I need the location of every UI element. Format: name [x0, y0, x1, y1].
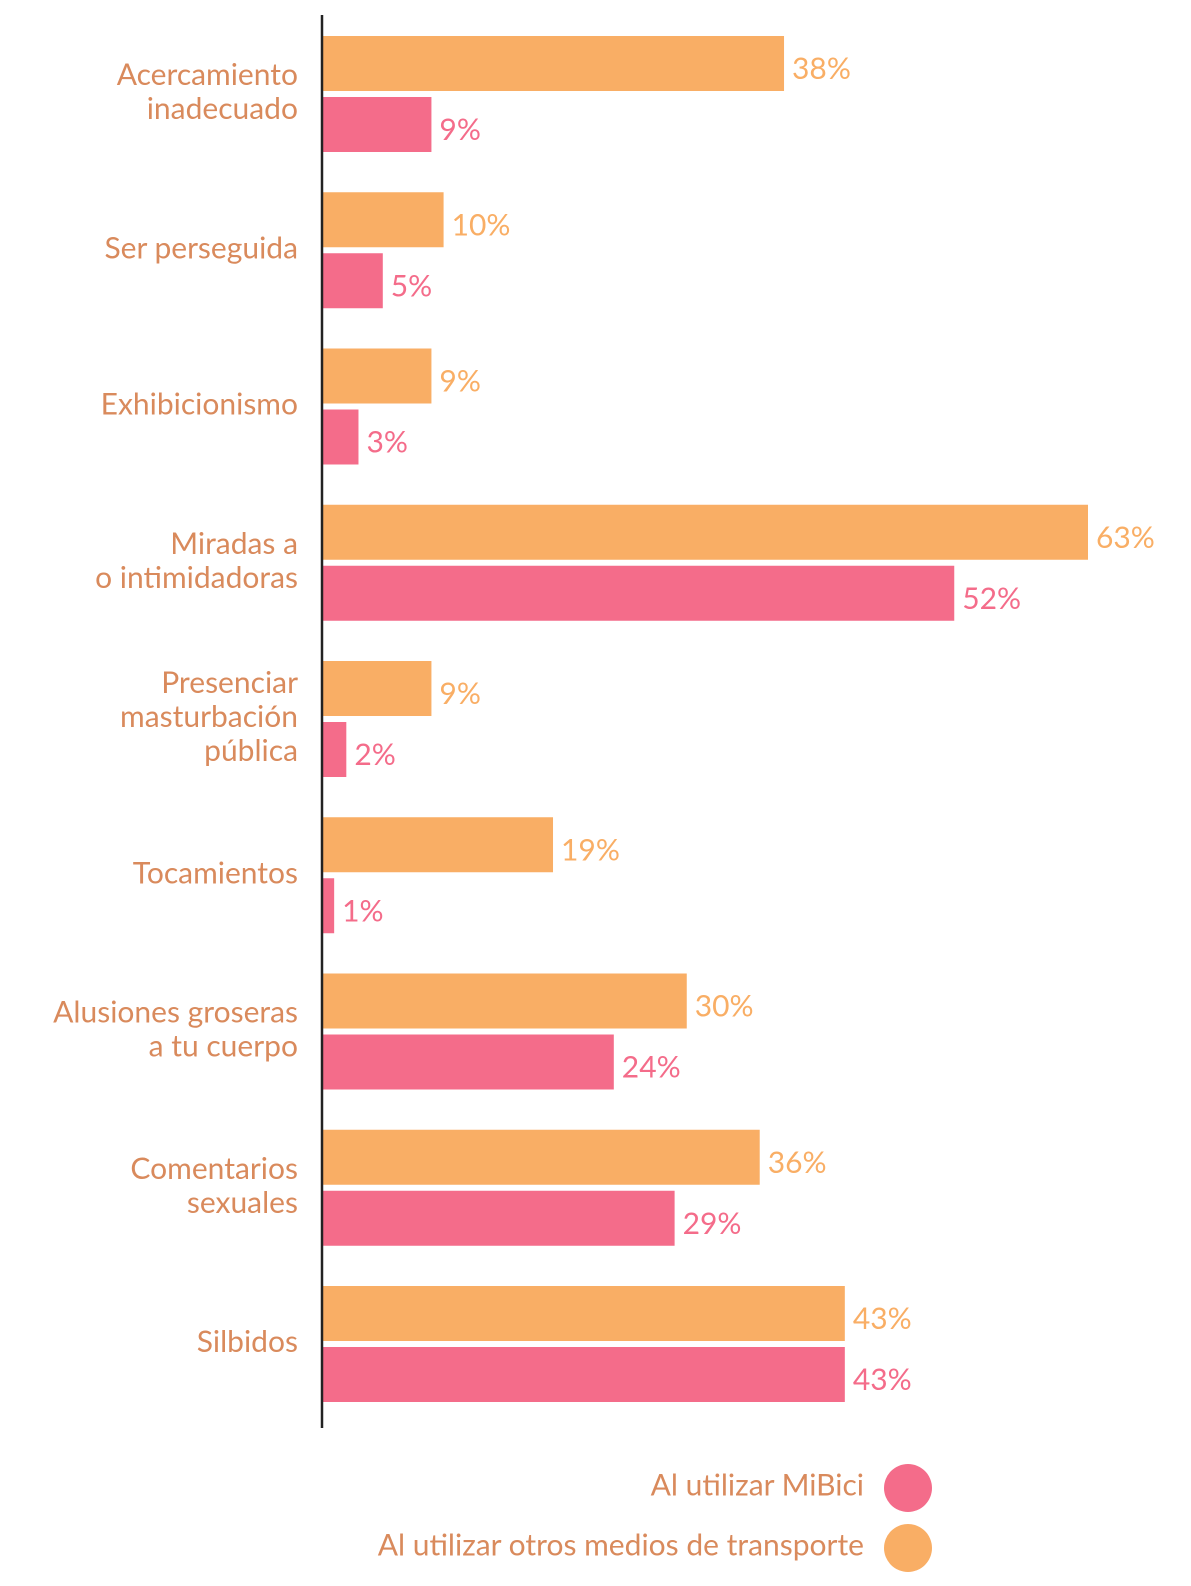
- bar: [322, 1129, 760, 1185]
- bar: [322, 661, 432, 716]
- value-label: 63%: [1096, 519, 1155, 555]
- value-label: 52%: [962, 580, 1021, 616]
- category-label: Ser perseguida: [104, 229, 298, 265]
- legend-label: Al utilizar otros medios de transporte: [378, 1527, 864, 1563]
- value-label: 1%: [342, 892, 383, 928]
- bar: [322, 1286, 845, 1341]
- value-label: 2%: [354, 736, 395, 772]
- bar: [322, 1347, 845, 1402]
- bar: [322, 722, 347, 777]
- category-label: Exhibicionismo: [101, 385, 298, 421]
- bar: [322, 253, 383, 309]
- value-label: 5%: [391, 267, 432, 303]
- value-label: 9%: [439, 675, 480, 711]
- bar: [322, 97, 432, 152]
- value-label: 43%: [853, 1361, 912, 1397]
- value-label: 9%: [439, 111, 480, 147]
- category-label: Silbidos: [197, 1323, 298, 1359]
- bar: [322, 504, 1088, 560]
- bar: [322, 565, 955, 621]
- value-label: 10%: [452, 206, 511, 242]
- bar: [322, 973, 687, 1029]
- bar: [322, 817, 554, 873]
- value-label: 29%: [683, 1205, 742, 1241]
- category-label: Alusiones groseras a tu cuerpo: [53, 993, 298, 1063]
- bar: [322, 1034, 614, 1090]
- value-label: 30%: [695, 988, 754, 1024]
- category-label: Tocamientos: [133, 854, 298, 890]
- value-label: 19%: [561, 831, 620, 867]
- bar: [322, 409, 359, 465]
- bar: [322, 192, 444, 248]
- bar: [322, 878, 335, 934]
- legend-swatch: [884, 1524, 932, 1572]
- legend-swatch: [884, 1464, 932, 1512]
- value-label: 38%: [792, 50, 851, 86]
- bar: [322, 348, 432, 404]
- category-label: Acercamiento inadecuado: [117, 56, 298, 126]
- bar: [322, 1190, 675, 1246]
- value-label: 43%: [853, 1300, 912, 1336]
- value-label: 9%: [439, 363, 480, 399]
- legend-label: Al utilizar MiBici: [651, 1467, 864, 1503]
- value-label: 3%: [366, 424, 407, 460]
- value-label: 24%: [622, 1049, 681, 1085]
- bar: [322, 36, 785, 91]
- value-label: 36%: [768, 1144, 827, 1180]
- category-label: Comentarios sexuales: [130, 1149, 298, 1219]
- category-label: Presenciar masturbación pública: [120, 664, 298, 768]
